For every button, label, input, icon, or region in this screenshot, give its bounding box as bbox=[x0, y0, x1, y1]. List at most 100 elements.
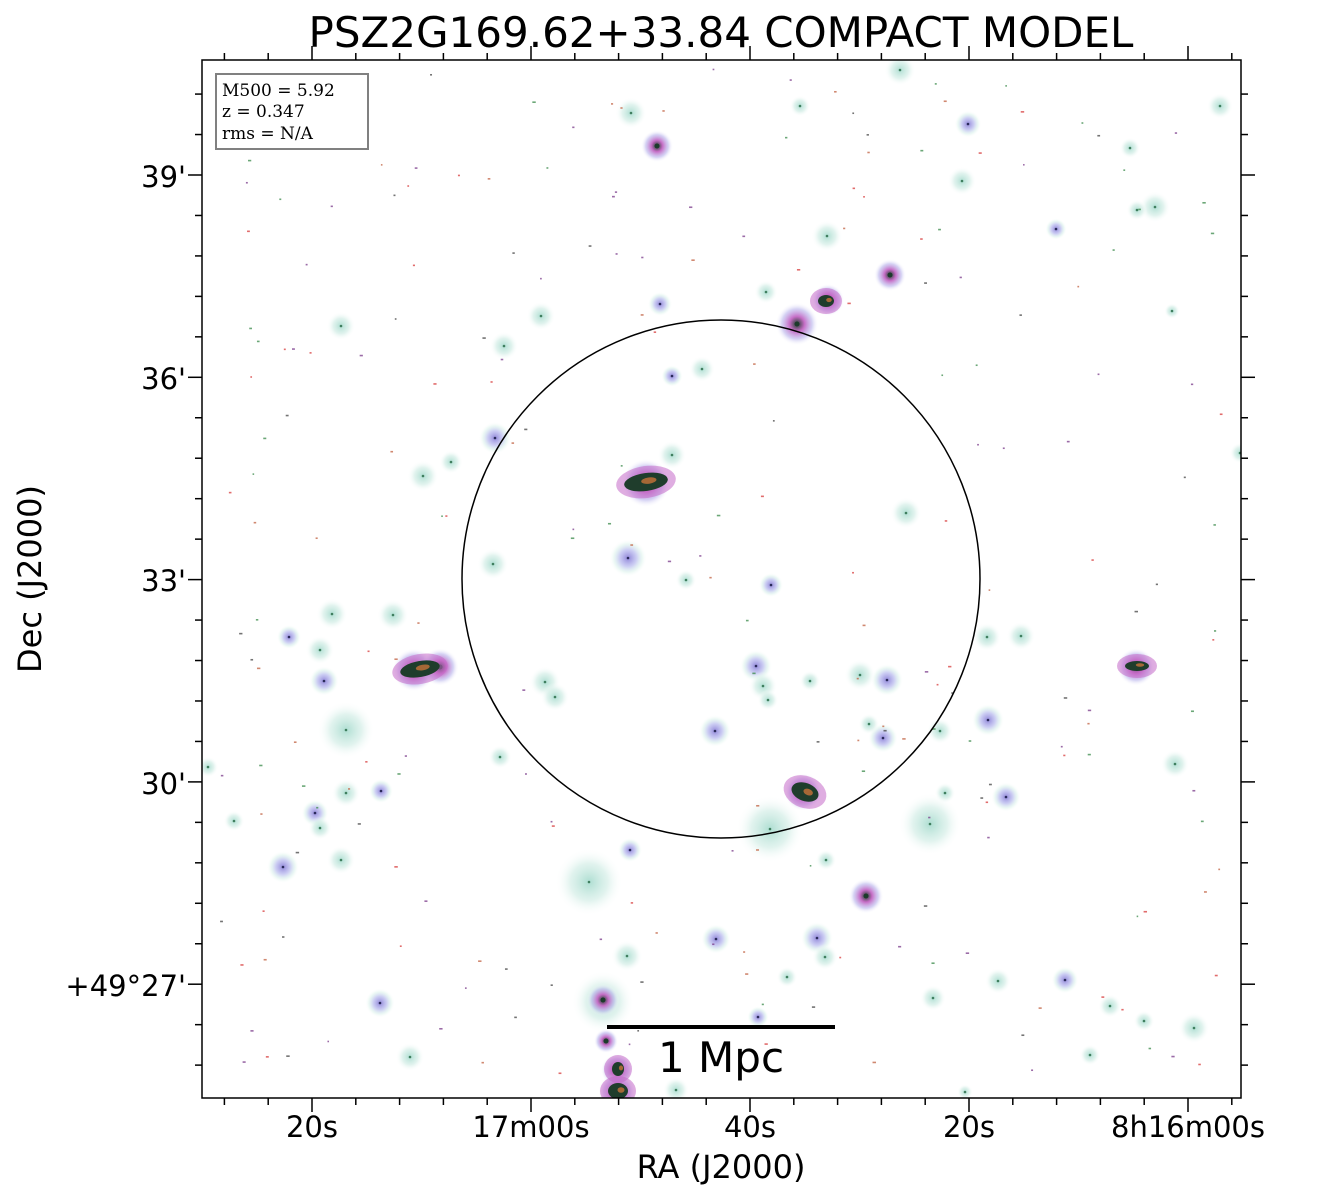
noise-speck bbox=[1031, 1069, 1034, 1072]
source-core bbox=[764, 290, 768, 294]
noise-speck bbox=[944, 520, 948, 522]
noise-speck bbox=[611, 103, 614, 105]
noise-speck bbox=[743, 951, 746, 953]
noise-speck bbox=[394, 318, 397, 320]
noise-speck bbox=[286, 1055, 290, 1057]
noise-speck bbox=[1021, 1034, 1025, 1037]
noise-speck bbox=[615, 253, 618, 255]
noise-speck bbox=[934, 83, 937, 85]
noise-speck bbox=[327, 1040, 330, 1043]
noise-speck bbox=[980, 797, 984, 799]
source-core bbox=[1128, 146, 1132, 150]
noise-speck bbox=[482, 337, 486, 339]
source-core bbox=[625, 954, 629, 958]
noise-speck bbox=[250, 658, 254, 661]
source-core bbox=[963, 1090, 967, 1094]
noise-speck bbox=[977, 443, 979, 446]
source-core bbox=[629, 111, 633, 115]
source-core bbox=[670, 374, 674, 378]
source-core bbox=[863, 893, 869, 899]
noise-speck bbox=[500, 358, 504, 361]
noise-speck bbox=[551, 825, 555, 827]
noise-speck bbox=[948, 665, 952, 668]
source-core bbox=[700, 367, 704, 371]
noise-speck bbox=[253, 521, 257, 524]
noise-speck bbox=[620, 465, 623, 467]
source-core bbox=[344, 728, 348, 732]
source-glow bbox=[1229, 442, 1241, 464]
noise-speck bbox=[968, 740, 972, 742]
noise-speck bbox=[691, 259, 695, 261]
source-core bbox=[491, 562, 495, 566]
source-core bbox=[543, 680, 547, 684]
source-core bbox=[1135, 208, 1139, 212]
noise-speck bbox=[490, 381, 493, 383]
source-hotspot bbox=[826, 297, 832, 303]
noise-speck bbox=[239, 632, 243, 635]
noise-speck bbox=[607, 522, 612, 525]
noise-speck bbox=[330, 205, 333, 208]
source-core bbox=[1088, 1053, 1092, 1057]
noise-speck bbox=[1210, 232, 1215, 235]
noise-speck bbox=[620, 107, 623, 109]
noise-speck bbox=[412, 264, 415, 267]
source-core bbox=[330, 612, 334, 616]
noise-speck bbox=[1192, 789, 1196, 792]
source-core bbox=[985, 635, 989, 639]
noise-speck bbox=[512, 252, 515, 254]
noise-speck bbox=[898, 945, 902, 948]
source-core bbox=[761, 684, 765, 688]
noise-speck bbox=[988, 783, 992, 786]
noise-speck bbox=[1183, 476, 1186, 479]
noise-speck bbox=[393, 194, 396, 197]
noise-speck bbox=[653, 331, 657, 333]
noise-speck bbox=[430, 73, 433, 76]
source-core bbox=[881, 736, 885, 740]
noise-speck bbox=[464, 987, 467, 989]
x-tick-labels: 20s 17m00s 40s 20s 8h16m00s bbox=[286, 1110, 1265, 1144]
noise-speck bbox=[407, 185, 410, 187]
noise-speck bbox=[514, 1016, 517, 1019]
noise-speck bbox=[295, 851, 300, 854]
y-tick-labels: 39' 36' 33' 30' +49°27' bbox=[65, 160, 186, 1003]
x-tick-label: 20s bbox=[943, 1110, 995, 1144]
noise-speck bbox=[1005, 85, 1007, 87]
noise-speck bbox=[367, 650, 370, 653]
noise-speck bbox=[630, 544, 634, 546]
source-core bbox=[898, 68, 902, 72]
scale-bar: 1 Mpc bbox=[607, 1025, 835, 1082]
noise-speck bbox=[291, 348, 295, 350]
noise-speck bbox=[1081, 122, 1084, 124]
noise-speck bbox=[924, 282, 927, 284]
source-core bbox=[785, 975, 789, 979]
noise-speck bbox=[540, 277, 542, 280]
source-glow bbox=[884, 60, 916, 86]
noise-speck bbox=[256, 340, 260, 343]
source-core bbox=[1173, 762, 1177, 766]
noise-speck bbox=[753, 363, 756, 365]
source-core bbox=[1192, 1026, 1196, 1030]
noise-speck bbox=[764, 1043, 768, 1045]
source-core bbox=[318, 826, 322, 830]
noise-speck bbox=[282, 936, 285, 938]
source-core bbox=[539, 314, 543, 318]
y-tick-label: 33' bbox=[141, 564, 186, 598]
source-core bbox=[1170, 309, 1174, 313]
source-core bbox=[887, 272, 893, 278]
noise-speck bbox=[301, 785, 306, 787]
noise-speck bbox=[546, 167, 549, 169]
source-core bbox=[714, 937, 718, 941]
noise-speck bbox=[641, 256, 644, 259]
noise-speck bbox=[1190, 383, 1194, 386]
source-core bbox=[766, 698, 770, 702]
noise-speck bbox=[220, 774, 224, 777]
noise-speck bbox=[834, 90, 837, 93]
source-core bbox=[808, 679, 812, 683]
source-core bbox=[754, 664, 758, 668]
noise-speck bbox=[1002, 447, 1005, 450]
source-core bbox=[502, 344, 506, 348]
source-core bbox=[1142, 1019, 1146, 1023]
source-core bbox=[670, 453, 674, 457]
noise-speck bbox=[1213, 524, 1216, 526]
source-core bbox=[600, 997, 606, 1003]
